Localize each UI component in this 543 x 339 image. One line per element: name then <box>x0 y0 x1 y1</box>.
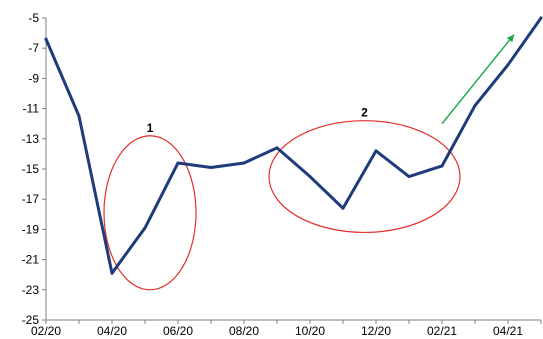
annotation-label: 1 <box>147 121 154 135</box>
y-tick-label: -25 <box>22 313 40 327</box>
axes <box>45 18 541 321</box>
annotation-label: 2 <box>361 106 368 120</box>
x-tick-label: 02/20 <box>31 324 61 338</box>
data-point <box>374 149 378 153</box>
data-point <box>275 146 279 150</box>
x-tick-label: 02/21 <box>427 324 457 338</box>
y-tick-label: -19 <box>22 222 40 236</box>
x-tick-label: 12/20 <box>361 324 391 338</box>
annotation-ellipse-2 <box>268 120 461 234</box>
y-tick-label: -7 <box>28 41 39 55</box>
trend-arrow-head <box>506 34 514 43</box>
annotation-ellipse-1 <box>103 135 197 291</box>
x-tick-label: 04/20 <box>97 324 127 338</box>
data-point <box>506 63 510 67</box>
data-point <box>308 175 312 179</box>
x-axis-ticks: 02/20 04/20 06/20 08/20 10/20 12/20 02/21 04/21 <box>31 320 542 338</box>
y-axis-ticks: -5 -7 -9 -11 -13 -15 -17 -19 -21 -23 -25 <box>22 11 46 327</box>
x-tick-label: 06/20 <box>163 324 193 338</box>
data-point <box>44 37 48 41</box>
x-tick-label: 08/20 <box>229 324 259 338</box>
y-tick-label: -21 <box>22 253 40 267</box>
x-tick-label: 04/21 <box>493 324 523 338</box>
y-tick-label: -15 <box>22 162 40 176</box>
series-line <box>44 16 543 275</box>
data-point <box>407 175 411 179</box>
series <box>44 16 543 275</box>
trend-arrow <box>441 34 515 125</box>
x-tick-label: 10/20 <box>295 324 325 338</box>
data-point <box>473 104 477 108</box>
data-point <box>539 16 543 20</box>
annotations: 12 <box>103 34 515 291</box>
y-tick-label: -17 <box>22 192 40 206</box>
y-tick-label: -13 <box>22 132 40 146</box>
data-point <box>110 271 114 275</box>
data-point <box>242 161 246 165</box>
y-tick-label: -23 <box>22 283 40 297</box>
data-point <box>77 114 81 118</box>
data-point <box>143 226 147 230</box>
y-tick-label: -5 <box>28 11 39 25</box>
y-tick-label: -11 <box>23 102 40 116</box>
data-point <box>209 165 213 169</box>
data-point <box>341 206 345 210</box>
y-tick-label: -9 <box>28 71 39 85</box>
data-point <box>176 161 180 165</box>
data-point <box>440 164 444 168</box>
